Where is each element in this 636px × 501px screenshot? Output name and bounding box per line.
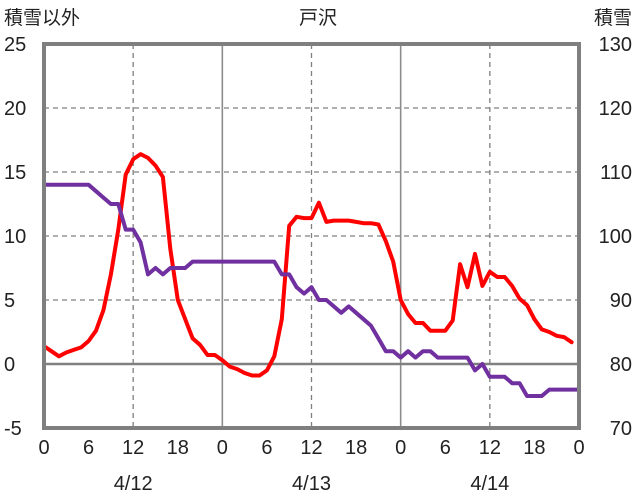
x-tick-label: 18: [523, 437, 545, 459]
y-right-title: 積雪: [594, 7, 632, 29]
y-right-tick-label: 70: [610, 418, 632, 440]
x-tick-label: 0: [573, 437, 584, 459]
y-right-tick-label: 100: [599, 226, 632, 248]
date-label: 4/14: [470, 473, 509, 495]
chart-title: 戸沢: [299, 7, 337, 29]
series-line-left-axis: [42, 152, 574, 378]
plot-frame: [42, 42, 581, 430]
y-left-tick-label: 20: [4, 98, 26, 120]
date-label: 4/13: [292, 473, 331, 495]
x-tick-label: 0: [217, 437, 228, 459]
x-tick-label: 12: [479, 437, 501, 459]
x-tick-label: 6: [440, 437, 451, 459]
x-tick-label: 6: [83, 437, 94, 459]
x-tick-label: 18: [167, 437, 189, 459]
y-right-tick-label: 110: [600, 162, 632, 184]
date-label: 4/12: [114, 473, 153, 495]
y-left-tick-label: 15: [4, 162, 26, 184]
x-tick-label: 18: [345, 437, 367, 459]
y-right-tick-label: 120: [599, 98, 632, 120]
y-right-tick-label: 80: [610, 354, 632, 376]
y-left-tick-label: -5: [4, 418, 22, 440]
x-tick-label: 12: [122, 437, 144, 459]
y-left-title: 積雪以外: [4, 7, 80, 29]
y-left-tick-label: 10: [4, 226, 26, 248]
series-line-right-axis: [42, 182, 581, 398]
y-right-tick-label: 130: [599, 34, 632, 56]
y-left-tick-label: 25: [4, 34, 26, 56]
series-layer: [42, 152, 581, 398]
y-right-tick-label: 90: [610, 290, 632, 312]
x-tick-label: 12: [300, 437, 322, 459]
x-tick-label: 6: [261, 437, 272, 459]
y-left-tick-label: 0: [4, 354, 15, 376]
y-left-tick-label: 5: [4, 290, 15, 312]
x-tick-label: 0: [395, 437, 406, 459]
x-tick-label: 0: [38, 437, 49, 459]
